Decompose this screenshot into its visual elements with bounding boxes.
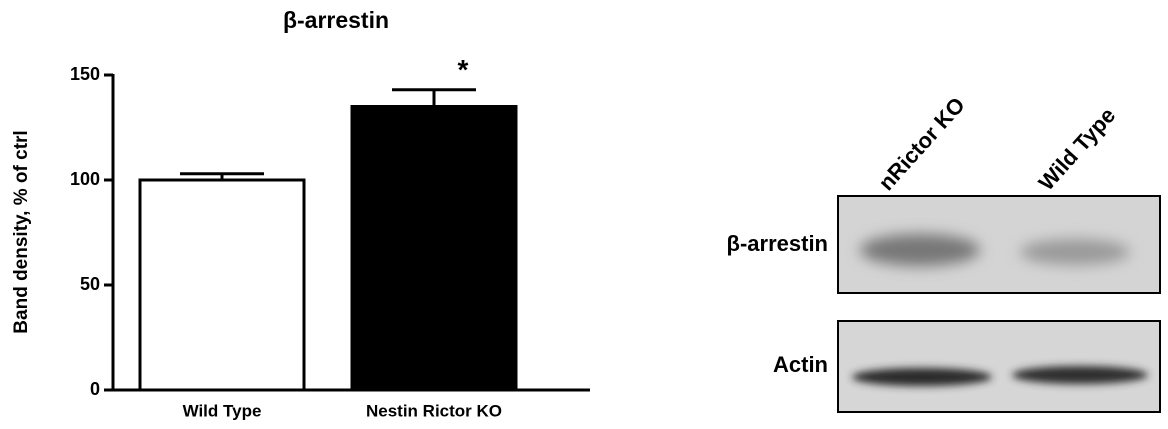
band bbox=[852, 368, 992, 386]
page: β-arrestin Band density, % of ctrl β-arr… bbox=[0, 0, 1168, 429]
lane-label: Wild Type bbox=[1033, 103, 1120, 196]
y-tick-label: 100 bbox=[70, 169, 100, 189]
y-tick-label: 50 bbox=[80, 274, 100, 294]
chart-title: β-arrestin bbox=[283, 7, 389, 33]
band bbox=[1012, 366, 1148, 384]
row-label: Actin bbox=[773, 352, 828, 377]
figure: β-arrestin Band density, % of ctrl β-arr… bbox=[0, 0, 1168, 429]
y-tick-label: 0 bbox=[90, 379, 100, 399]
bar bbox=[352, 107, 516, 391]
x-tick-label: Wild Type bbox=[183, 401, 262, 420]
band bbox=[1020, 239, 1130, 265]
bar bbox=[140, 180, 304, 390]
blot: β-arrestin Actin nRictor KO Wild Type bbox=[727, 92, 1160, 412]
row-label: β-arrestin bbox=[727, 231, 828, 256]
band bbox=[860, 234, 980, 266]
x-tick-label: Nestin Rictor KO bbox=[366, 401, 502, 420]
lane-label: nRictor KO bbox=[873, 92, 969, 195]
error-bar bbox=[392, 90, 476, 107]
blot-panel bbox=[838, 321, 1160, 412]
significance-marker: * bbox=[458, 54, 469, 85]
y-tick-label: 150 bbox=[70, 64, 100, 84]
y-axis-label: Band density, % of ctrl bbox=[11, 130, 32, 333]
